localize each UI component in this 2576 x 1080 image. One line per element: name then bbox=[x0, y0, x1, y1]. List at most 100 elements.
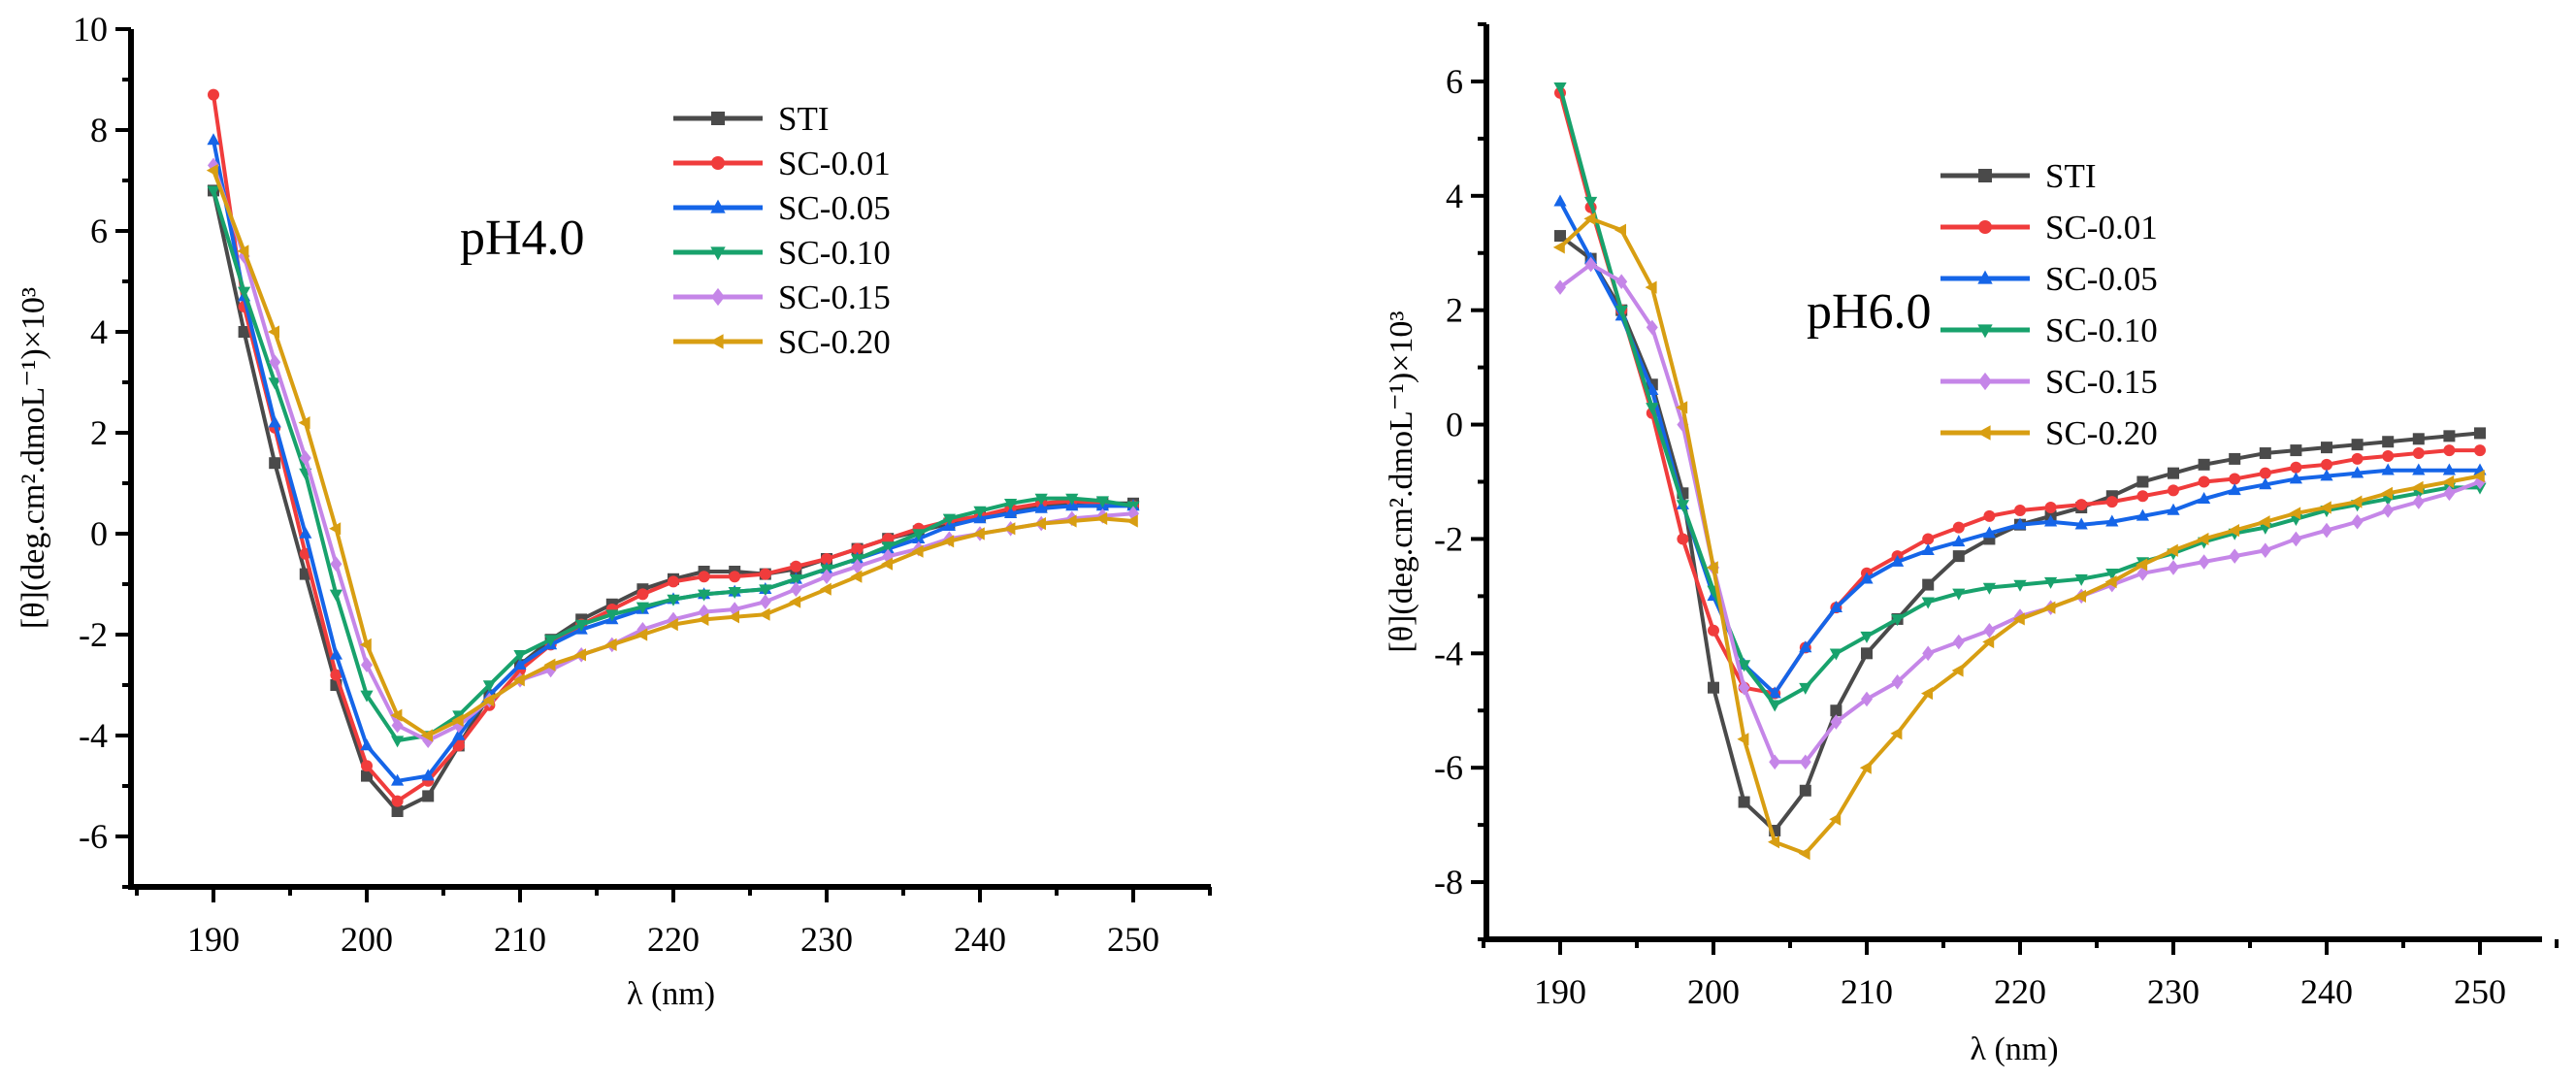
marker-diamond bbox=[1584, 256, 1597, 273]
y-tick-label: 6 bbox=[90, 212, 108, 250]
marker-triangle-down bbox=[759, 584, 772, 597]
marker-triangle-left bbox=[942, 535, 955, 548]
marker-triangle-down bbox=[942, 513, 956, 526]
chart-ph4-0: -6 -4 -2 0 2 4 6 8 10 190 200 210 220 230 240 250 λ (nm)… bbox=[16, 10, 1212, 1012]
marker-triangle-up bbox=[2289, 472, 2302, 484]
chart-ph6-0: -8 -6 -4 -2 0 2 4 6 190 200 210 220 230 240 250 λ (nm) [… bbox=[1384, 22, 2559, 1067]
marker-triangle-up bbox=[2074, 517, 2088, 530]
series-sc-0.20 bbox=[1552, 212, 2485, 861]
marker-triangle-left bbox=[206, 164, 218, 178]
marker-triangle-down bbox=[1921, 597, 1935, 609]
y-tick-label: 0 bbox=[1446, 406, 1463, 444]
marker-triangle-up bbox=[421, 769, 435, 781]
marker-triangle-left bbox=[666, 618, 678, 632]
marker-triangle-down bbox=[482, 680, 496, 693]
series-sc-0.01 bbox=[1554, 86, 2486, 700]
chart-title: pH4.0 bbox=[460, 211, 585, 266]
marker-triangle-up bbox=[1553, 194, 1567, 207]
marker-triangle-up bbox=[2412, 463, 2426, 475]
marker-square bbox=[1978, 169, 1992, 182]
marker-circle bbox=[2229, 473, 2241, 485]
marker-circle bbox=[2198, 475, 2210, 488]
marker-triangle-up bbox=[2259, 477, 2272, 490]
x-tick-label: 240 bbox=[954, 920, 1006, 959]
marker-triangle-up bbox=[2320, 469, 2333, 481]
x-tick-label: 220 bbox=[647, 920, 700, 959]
marker-diamond bbox=[2198, 554, 2210, 570]
marker-triangle-down bbox=[973, 506, 987, 518]
marker-triangle-left bbox=[359, 638, 372, 651]
marker-triangle-down bbox=[1676, 500, 1689, 512]
marker-square bbox=[1799, 784, 1811, 797]
marker-diamond bbox=[1983, 622, 1996, 638]
marker-triangle-left bbox=[1095, 511, 1108, 525]
legend-item: SC-0.15 bbox=[1940, 363, 2158, 401]
marker-diamond bbox=[391, 717, 404, 734]
x-tick-label: 190 bbox=[187, 920, 240, 959]
marker-diamond bbox=[1952, 634, 1965, 650]
marker-triangle-left bbox=[636, 628, 648, 641]
marker-diamond bbox=[1799, 754, 1811, 770]
marker-square bbox=[361, 769, 373, 782]
marker-circle bbox=[2412, 447, 2425, 460]
marker-diamond bbox=[1922, 645, 1935, 662]
marker-triangle-up bbox=[1952, 535, 1966, 547]
marker-triangle-down bbox=[2074, 573, 2088, 586]
marker-triangle-down bbox=[728, 587, 741, 599]
series-sc-0.10 bbox=[207, 185, 1140, 748]
marker-triangle-down bbox=[1891, 614, 1905, 627]
legend-label: SC-0.20 bbox=[2045, 414, 2158, 452]
marker-square bbox=[422, 790, 435, 802]
marker-triangle-down bbox=[207, 185, 220, 198]
marker-triangle-left bbox=[390, 708, 403, 722]
x-axis-label: λ (nm) bbox=[627, 976, 715, 1012]
legend-item: SC-0.01 bbox=[1940, 209, 2158, 246]
marker-triangle-left bbox=[1976, 425, 1991, 441]
x-tick-label: 200 bbox=[341, 920, 393, 959]
marker-triangle-left bbox=[758, 607, 770, 621]
marker-triangle-up bbox=[1799, 640, 1812, 653]
marker-triangle-down bbox=[268, 377, 281, 390]
marker-triangle-left bbox=[2411, 480, 2424, 494]
marker-square bbox=[711, 112, 725, 125]
marker-circle bbox=[698, 571, 710, 583]
y-axis-label: [θ](deg.cm².dmoL⁻¹)×10³ bbox=[16, 287, 51, 629]
marker-triangle-left bbox=[1583, 212, 1596, 225]
marker-triangle-up bbox=[710, 199, 726, 213]
marker-triangle-down bbox=[1095, 496, 1109, 508]
marker-triangle-left bbox=[1706, 561, 1718, 574]
marker-circle bbox=[2136, 490, 2149, 503]
legend-item: SC-0.15 bbox=[673, 278, 891, 316]
marker-triangle-left bbox=[819, 582, 831, 596]
legend-item: SC-0.10 bbox=[673, 234, 891, 272]
marker-triangle-left bbox=[1798, 846, 1810, 861]
marker-triangle-down bbox=[360, 690, 374, 703]
marker-diamond bbox=[1978, 372, 1992, 391]
marker-triangle-left bbox=[2104, 575, 2117, 589]
marker-diamond bbox=[1830, 714, 1842, 730]
marker-square bbox=[1738, 796, 1750, 808]
marker-triangle-left bbox=[1645, 280, 1657, 294]
marker-circle bbox=[2044, 502, 2057, 514]
y-tick-label: 2 bbox=[1446, 291, 1463, 330]
marker-diamond bbox=[759, 594, 771, 609]
x-tick-label: 200 bbox=[1687, 972, 1740, 1011]
marker-circle bbox=[759, 568, 771, 580]
marker-square bbox=[2443, 430, 2456, 442]
marker-diamond bbox=[2382, 503, 2395, 518]
y-tick-label: -2 bbox=[1434, 519, 1463, 558]
legend-label: SC-0.15 bbox=[778, 278, 891, 316]
marker-circle bbox=[711, 156, 725, 170]
marker-diamond bbox=[1861, 691, 1873, 707]
marker-circle bbox=[851, 542, 864, 555]
marker-diamond bbox=[330, 556, 342, 572]
marker-diamond bbox=[821, 569, 832, 584]
marker-diamond bbox=[269, 354, 281, 370]
marker-triangle-left bbox=[574, 648, 586, 662]
marker-triangle-up bbox=[2136, 508, 2149, 521]
series-sc-0.01 bbox=[208, 88, 1139, 807]
marker-triangle-up bbox=[1891, 554, 1905, 567]
marker-diamond bbox=[2412, 494, 2425, 509]
marker-triangle-left bbox=[1829, 812, 1842, 826]
marker-triangle-up bbox=[1829, 600, 1842, 612]
